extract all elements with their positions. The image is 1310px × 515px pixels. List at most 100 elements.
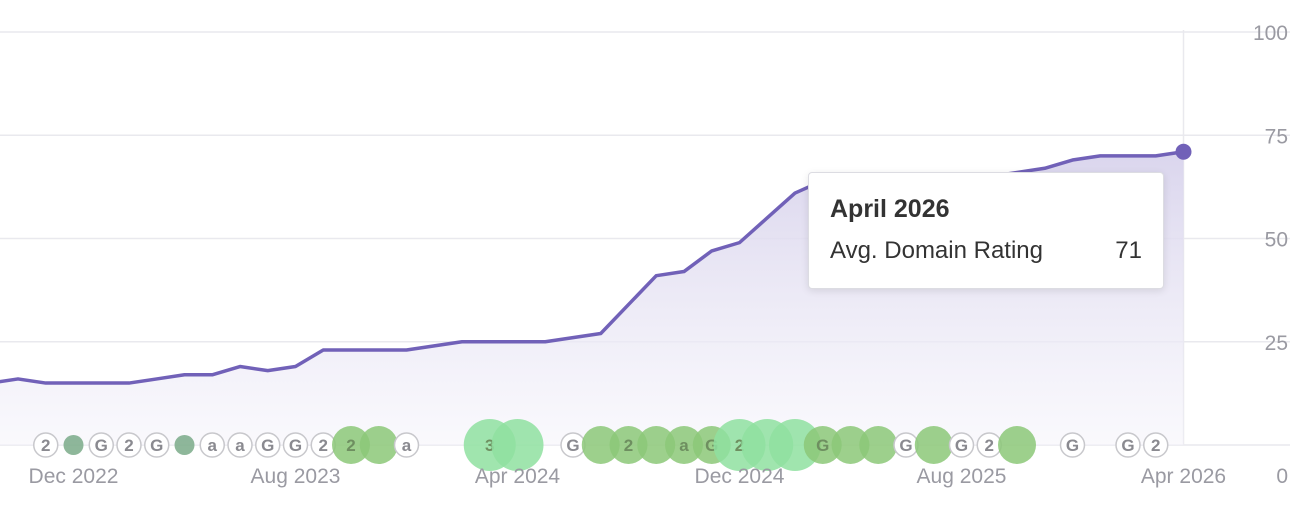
event-badge-10 <box>255 432 281 458</box>
x-tick-label-5: Apr 2026 <box>1141 465 1226 488</box>
event-dot-34 <box>998 426 1036 464</box>
event-marker-9[interactable]: a <box>227 432 253 458</box>
event-marker-5[interactable]: 2 <box>116 432 142 458</box>
chart-tooltip: April 2026 Avg. Domain Rating 71 <box>808 172 1164 289</box>
event-badge-label-8: a <box>208 436 218 455</box>
event-badge-2 <box>33 432 59 458</box>
event-badge-label-5: 2 <box>124 436 133 455</box>
event-badge-label-9: a <box>235 436 245 455</box>
event-badge-label-33: 2 <box>985 436 994 455</box>
event-badge-label-10: G <box>261 436 274 455</box>
event-dot-14 <box>359 426 398 464</box>
event-marker-34[interactable] <box>998 426 1036 464</box>
event-marker-33[interactable]: 2 <box>976 432 1002 458</box>
event-badge-label-35: G <box>1066 436 1079 455</box>
event-badge-35 <box>1059 432 1086 458</box>
event-marker-3[interactable] <box>63 435 84 455</box>
y-tick-label-4: 0 <box>1276 465 1288 488</box>
event-dot-label-22: a <box>679 436 689 455</box>
event-badge-label-37: 2 <box>1151 436 1160 455</box>
x-tick-label-4: Aug 2025 <box>917 465 1007 488</box>
event-marker-2[interactable]: 2 <box>33 432 59 458</box>
event-marker-30[interactable]: G <box>893 432 919 458</box>
event-marker-35[interactable]: G <box>1059 432 1086 458</box>
event-dot-label-24: 2 <box>735 436 744 455</box>
event-badge-label-15: a <box>402 436 412 455</box>
event-dot-3 <box>63 435 84 455</box>
event-dot-label-27: G <box>816 436 829 455</box>
event-marker-21[interactable] <box>637 426 676 464</box>
event-badge-15 <box>393 432 420 458</box>
event-dot-19 <box>581 426 620 464</box>
x-tick-label-1: Aug 2023 <box>251 465 341 488</box>
event-marker-18[interactable]: G <box>560 432 586 458</box>
tooltip-metric-value: 71 <box>1115 237 1142 264</box>
event-dot-7 <box>174 435 195 455</box>
event-dot-label-20: 2 <box>624 436 633 455</box>
event-badge-6 <box>144 432 170 458</box>
event-marker-27[interactable]: G <box>803 426 842 464</box>
event-dot-27 <box>803 426 842 464</box>
event-badge-4 <box>88 432 114 458</box>
event-badge-36 <box>1115 432 1141 458</box>
event-marker-7[interactable] <box>174 435 195 455</box>
event-dot-28 <box>831 426 870 464</box>
event-marker-20[interactable]: 2 <box>609 426 648 464</box>
tooltip-title: April 2026 <box>830 195 950 223</box>
event-marker-28[interactable] <box>831 426 870 464</box>
event-marker-11[interactable]: G <box>282 432 309 458</box>
y-tick-label-2: 50 <box>1265 229 1288 252</box>
event-marker-13[interactable]: 2 <box>332 426 370 464</box>
event-badge-label-11: G <box>289 436 302 455</box>
event-marker-4[interactable]: G <box>88 432 114 458</box>
event-badge-label-18: G <box>566 436 579 455</box>
y-tick-label-1: 75 <box>1265 125 1288 148</box>
event-marker-31[interactable] <box>914 426 953 464</box>
event-marker-12[interactable]: 2 <box>310 432 336 458</box>
event-dot-13 <box>332 426 370 464</box>
event-dot-label-13: 2 <box>346 436 355 455</box>
event-marker-17[interactable] <box>491 419 544 471</box>
event-badge-9 <box>227 432 253 458</box>
tooltip-row: Avg. Domain Rating 71 <box>830 235 1142 267</box>
event-dot-21 <box>637 426 676 464</box>
event-dot-label-16: 3 <box>485 436 494 455</box>
event-marker-10[interactable]: G <box>255 432 281 458</box>
event-dot-26 <box>769 419 821 471</box>
event-marker-22[interactable]: a <box>665 426 703 464</box>
event-badge-11 <box>282 432 309 458</box>
event-badge-label-36: G <box>1121 436 1134 455</box>
x-tick-label-2: Apr 2024 <box>475 465 561 488</box>
event-dot-22 <box>665 426 703 464</box>
x-tick-label-3: Dec 2024 <box>695 465 785 488</box>
event-marker-19[interactable] <box>581 426 620 464</box>
event-badge-label-4: G <box>95 436 108 455</box>
event-marker-32[interactable]: G <box>948 432 975 458</box>
x-tick-label-0: Dec 2022 <box>29 465 119 488</box>
event-marker-29[interactable] <box>859 426 898 464</box>
event-marker-14[interactable] <box>359 426 398 464</box>
event-badge-label-30: G <box>899 436 912 455</box>
event-badge-label-32: G <box>955 436 968 455</box>
event-badge-32 <box>948 432 975 458</box>
event-badge-label-2: 2 <box>41 436 50 455</box>
event-marker-36[interactable]: G <box>1115 432 1141 458</box>
y-tick-label-0: 100 <box>1253 22 1288 45</box>
event-dot-29 <box>859 426 898 464</box>
event-badge-label-6: G <box>150 436 163 455</box>
event-marker-15[interactable]: a <box>393 432 420 458</box>
event-badge-8 <box>199 432 225 458</box>
event-badge-label-12: 2 <box>319 436 328 455</box>
tooltip-metric-label: Avg. Domain Rating <box>830 237 1043 264</box>
event-marker-6[interactable]: G <box>144 432 170 458</box>
event-marker-26[interactable] <box>769 419 821 471</box>
event-marker-8[interactable]: a <box>199 432 225 458</box>
event-dot-31 <box>914 426 953 464</box>
event-badge-5 <box>116 432 142 458</box>
event-marker-37[interactable]: 2 <box>1143 432 1169 458</box>
data-point-highlight[interactable] <box>1175 143 1192 160</box>
event-dot-17 <box>491 419 544 471</box>
y-tick-label-3: 25 <box>1265 332 1288 355</box>
event-dot-20 <box>609 426 648 464</box>
